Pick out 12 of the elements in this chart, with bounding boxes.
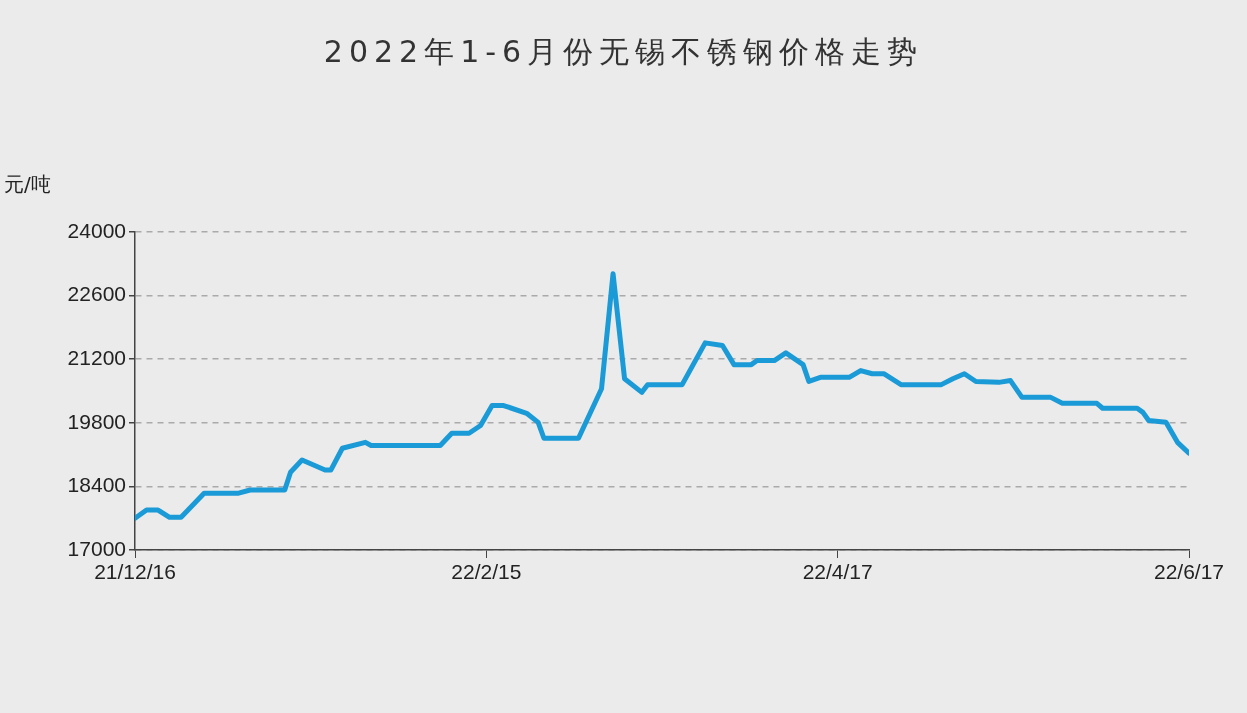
y-tick-label: 19800 <box>67 409 126 433</box>
x-tick-label: 21/12/16 <box>94 560 176 584</box>
y-tick-label: 24000 <box>67 218 126 242</box>
x-tick-label: 22/4/17 <box>802 560 873 584</box>
y-tick-label: 17000 <box>67 536 126 560</box>
x-tick-label: 22/2/15 <box>451 560 522 584</box>
x-tick-label: 22/6/17 <box>1153 560 1225 584</box>
y-tick-label: 21200 <box>67 346 126 369</box>
chart-title: 2022年1-6月份无锡不锈钢价格走势 <box>322 33 925 71</box>
y-tick-label: 18400 <box>67 473 126 497</box>
y-axis-title: 元/吨 <box>4 172 51 197</box>
y-tick-label: 22600 <box>67 282 126 306</box>
